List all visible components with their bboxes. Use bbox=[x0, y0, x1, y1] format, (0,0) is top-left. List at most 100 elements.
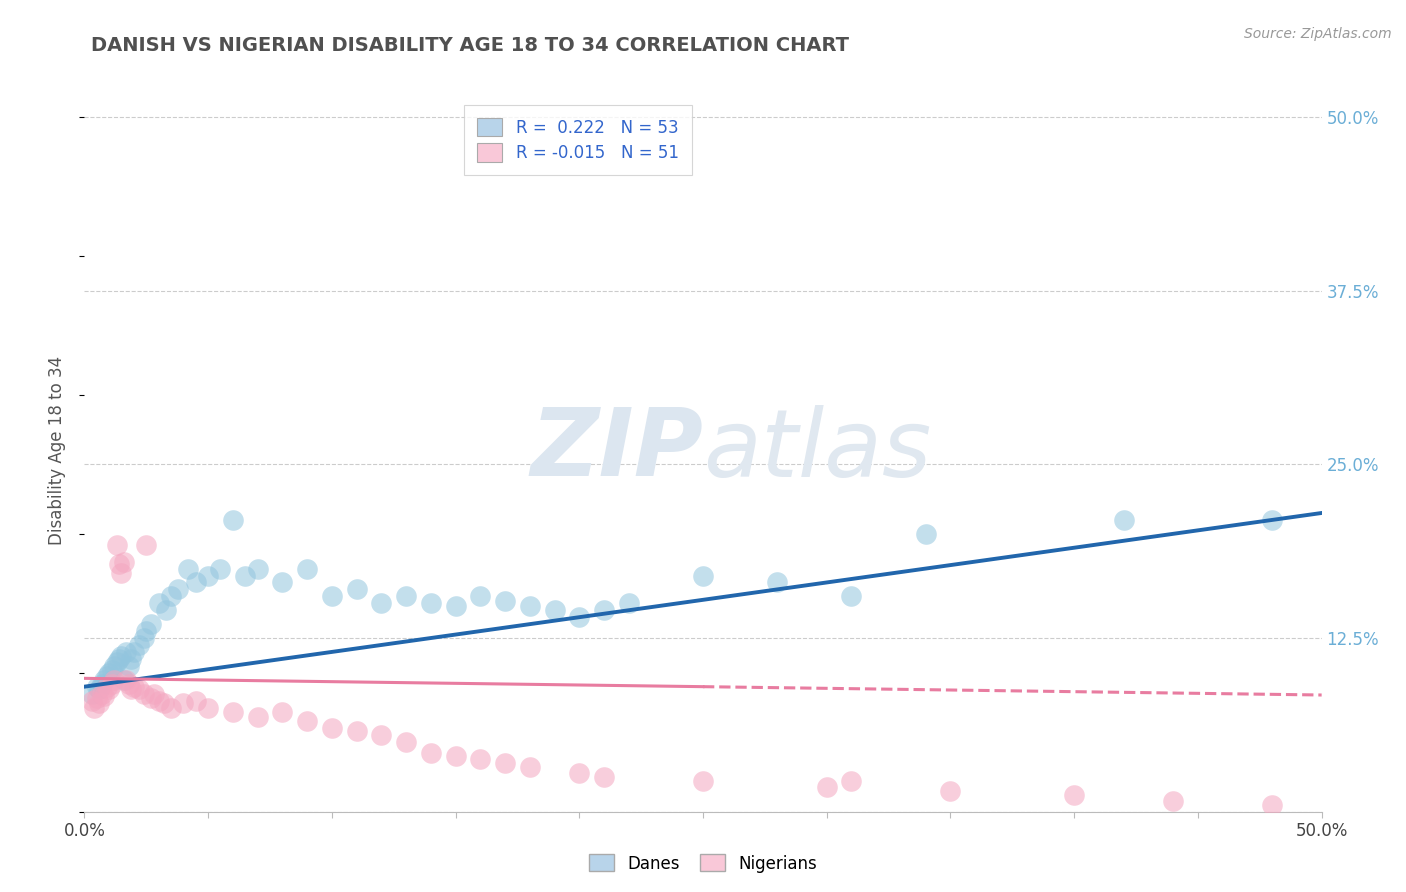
Point bbox=[914, 526, 936, 541]
Point bbox=[321, 590, 343, 604]
Point bbox=[470, 752, 492, 766]
Point bbox=[148, 596, 170, 610]
Point bbox=[122, 645, 145, 659]
Point bbox=[1261, 513, 1284, 527]
Point bbox=[93, 690, 115, 704]
Point bbox=[89, 696, 111, 710]
Point bbox=[167, 582, 190, 597]
Point bbox=[233, 568, 256, 582]
Text: DANISH VS NIGERIAN DISABILITY AGE 18 TO 34 CORRELATION CHART: DANISH VS NIGERIAN DISABILITY AGE 18 TO … bbox=[91, 36, 849, 54]
Point bbox=[86, 690, 108, 705]
Point bbox=[939, 784, 962, 798]
Point bbox=[118, 658, 141, 673]
Point bbox=[321, 722, 343, 736]
Point bbox=[197, 568, 219, 582]
Point bbox=[89, 682, 111, 697]
Point bbox=[177, 561, 200, 575]
Point bbox=[122, 680, 145, 694]
Point bbox=[222, 513, 245, 527]
Point bbox=[80, 687, 103, 701]
Point bbox=[197, 700, 219, 714]
Point bbox=[128, 682, 150, 697]
Point bbox=[419, 747, 441, 761]
Point bbox=[118, 677, 141, 691]
Point bbox=[494, 593, 516, 607]
Point bbox=[815, 780, 838, 794]
Point bbox=[120, 652, 142, 666]
Point bbox=[103, 673, 125, 687]
Point bbox=[1161, 794, 1184, 808]
Point bbox=[93, 673, 115, 687]
Point bbox=[155, 603, 177, 617]
Point bbox=[841, 774, 863, 789]
Point bbox=[80, 693, 103, 707]
Text: ZIP: ZIP bbox=[530, 404, 703, 497]
Text: atlas: atlas bbox=[703, 405, 931, 496]
Point bbox=[209, 561, 232, 575]
Point bbox=[98, 665, 121, 680]
Point bbox=[184, 693, 207, 707]
Point bbox=[108, 652, 131, 666]
Point bbox=[105, 538, 128, 552]
Point bbox=[132, 631, 155, 645]
Point bbox=[444, 599, 467, 613]
Point bbox=[444, 749, 467, 764]
Legend: Danes, Nigerians: Danes, Nigerians bbox=[582, 847, 824, 880]
Point bbox=[395, 590, 418, 604]
Point bbox=[295, 561, 318, 575]
Point bbox=[184, 575, 207, 590]
Point bbox=[593, 603, 616, 617]
Point bbox=[141, 617, 163, 632]
Point bbox=[494, 756, 516, 770]
Point bbox=[419, 596, 441, 610]
Point bbox=[105, 655, 128, 669]
Point bbox=[395, 735, 418, 749]
Point bbox=[617, 596, 640, 610]
Point bbox=[370, 596, 392, 610]
Point bbox=[86, 680, 108, 694]
Point bbox=[1261, 797, 1284, 812]
Point bbox=[160, 590, 183, 604]
Point bbox=[112, 673, 135, 687]
Text: Source: ZipAtlas.com: Source: ZipAtlas.com bbox=[1244, 27, 1392, 41]
Point bbox=[692, 774, 714, 789]
Point bbox=[543, 603, 565, 617]
Point bbox=[96, 668, 118, 682]
Point bbox=[103, 658, 125, 673]
Point bbox=[108, 558, 131, 572]
Legend: R =  0.222   N = 53, R = -0.015   N = 51: R = 0.222 N = 53, R = -0.015 N = 51 bbox=[464, 104, 692, 176]
Point bbox=[112, 555, 135, 569]
Point bbox=[135, 624, 157, 639]
Point bbox=[96, 680, 118, 694]
Point bbox=[172, 696, 194, 710]
Point bbox=[295, 714, 318, 729]
Point bbox=[128, 638, 150, 652]
Point bbox=[100, 663, 122, 677]
Point bbox=[222, 705, 245, 719]
Point bbox=[246, 561, 269, 575]
Point bbox=[841, 590, 863, 604]
Point bbox=[110, 566, 132, 580]
Y-axis label: Disability Age 18 to 34: Disability Age 18 to 34 bbox=[48, 356, 66, 545]
Point bbox=[90, 687, 112, 701]
Point bbox=[568, 765, 591, 780]
Point bbox=[120, 682, 142, 697]
Point bbox=[141, 690, 163, 705]
Point bbox=[519, 760, 541, 774]
Point bbox=[152, 696, 174, 710]
Point bbox=[115, 673, 138, 687]
Point bbox=[593, 770, 616, 784]
Point bbox=[568, 610, 591, 624]
Point bbox=[271, 575, 294, 590]
Point bbox=[246, 710, 269, 724]
Point bbox=[1063, 788, 1085, 802]
Point bbox=[346, 582, 368, 597]
Point bbox=[519, 599, 541, 613]
Point bbox=[1112, 513, 1135, 527]
Point bbox=[115, 645, 138, 659]
Point bbox=[148, 693, 170, 707]
Point bbox=[110, 649, 132, 664]
Point bbox=[271, 705, 294, 719]
Point bbox=[160, 700, 183, 714]
Point bbox=[83, 700, 105, 714]
